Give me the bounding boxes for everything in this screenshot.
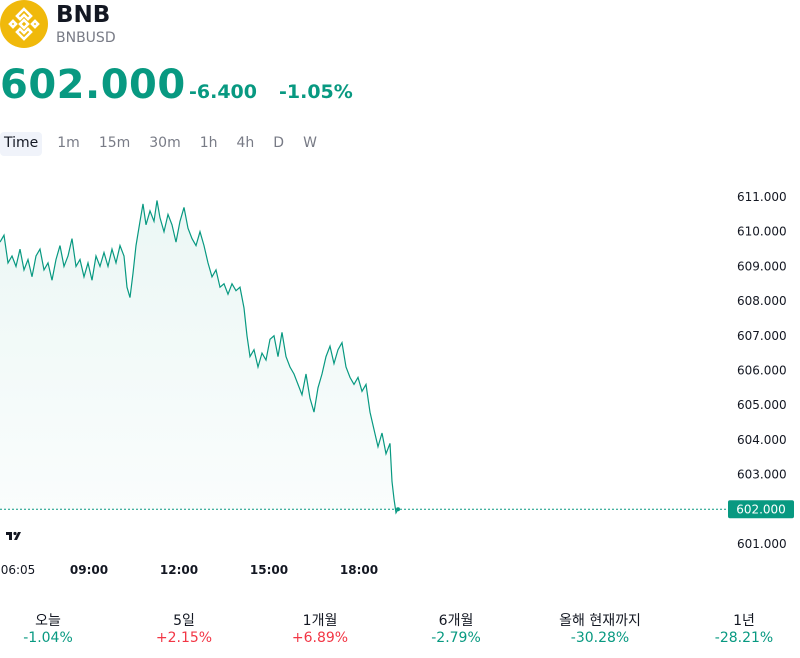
range-value: -1.04%	[23, 630, 73, 646]
range-today[interactable]: 오늘 -1.04%	[0, 610, 108, 646]
x-tick-label: 06:05	[1, 563, 36, 577]
last-price: 602.000	[0, 62, 186, 108]
range-value: -28.21%	[714, 630, 774, 646]
range-label: 6개월	[438, 613, 474, 629]
range-6m[interactable]: 6개월 -2.79%	[396, 610, 516, 646]
y-tick-label: 606.000	[737, 364, 787, 378]
last-price-dot	[396, 507, 400, 512]
range-5d[interactable]: 5일 +2.15%	[124, 610, 244, 646]
tab-15m[interactable]: 15m	[98, 135, 131, 151]
range-label: 오늘	[35, 613, 61, 629]
price-change: -6.400	[189, 81, 257, 103]
y-tick-label: 604.000	[737, 433, 787, 447]
y-tick-label: 608.000	[737, 294, 787, 308]
y-tick-label: 610.000	[737, 225, 787, 239]
x-tick-label: 12:00	[160, 563, 198, 577]
price-axis: 611.000 610.000 609.000 608.000 607.000 606.0…	[737, 190, 787, 551]
tab-time[interactable]: Time	[0, 132, 43, 156]
price-change-percent: -1.05%	[279, 81, 353, 103]
range-label: 1개월	[302, 613, 338, 629]
interval-tabs: Time 1m 15m 30m 1h 4h D W	[0, 132, 332, 156]
last-price-label: 602.000	[736, 502, 786, 516]
range-1y[interactable]: 1년 -28.21%	[684, 610, 800, 646]
y-tick-label: 605.000	[737, 398, 787, 412]
price-chart[interactable]: 611.000 610.000 609.000 608.000 607.000 606.0…	[0, 165, 800, 585]
bnb-logo-icon	[0, 0, 48, 48]
y-tick-label: 603.000	[737, 468, 787, 482]
tab-d[interactable]: D	[273, 135, 285, 151]
range-value: -30.28%	[570, 630, 630, 646]
last-price-badge	[728, 500, 794, 519]
x-tick-label: 09:00	[70, 563, 108, 577]
tab-4h[interactable]: 4h	[236, 135, 255, 151]
range-label: 올해 현재까지	[559, 613, 641, 629]
symbol-pair: BNBUSD	[56, 30, 116, 46]
price-area-fill	[0, 200, 398, 513]
symbol-title: BNB	[56, 2, 111, 28]
price-line	[0, 200, 399, 515]
x-tick-label: 18:00	[340, 563, 378, 577]
range-value: +2.15%	[155, 630, 213, 646]
range-label: 5일	[173, 613, 195, 629]
y-tick-label: 609.000	[737, 259, 787, 273]
tab-1m[interactable]: 1m	[57, 135, 80, 151]
range-value: +6.89%	[291, 630, 349, 646]
x-tick-label: 15:00	[250, 563, 288, 577]
time-axis: 06:05 09:00 12:00 15:00 18:00	[1, 563, 378, 577]
y-tick-label: 611.000	[737, 190, 787, 204]
y-tick-label: 601.000	[737, 537, 787, 551]
tab-w[interactable]: W	[303, 135, 317, 151]
range-ytd[interactable]: 올해 현재까지 -30.28%	[540, 610, 660, 646]
range-value: -2.79%	[431, 630, 481, 646]
y-tick-label: 607.000	[737, 329, 787, 343]
range-label: 1년	[733, 613, 755, 629]
tab-30m[interactable]: 30m	[149, 135, 181, 151]
performance-ranges: 오늘 -1.04% 5일 +2.15% 1개월 +6.89% 6개월 -2.79…	[0, 610, 800, 650]
range-1m[interactable]: 1개월 +6.89%	[260, 610, 380, 646]
tab-1h[interactable]: 1h	[199, 135, 218, 151]
tradingview-logo-icon[interactable]	[0, 522, 28, 550]
